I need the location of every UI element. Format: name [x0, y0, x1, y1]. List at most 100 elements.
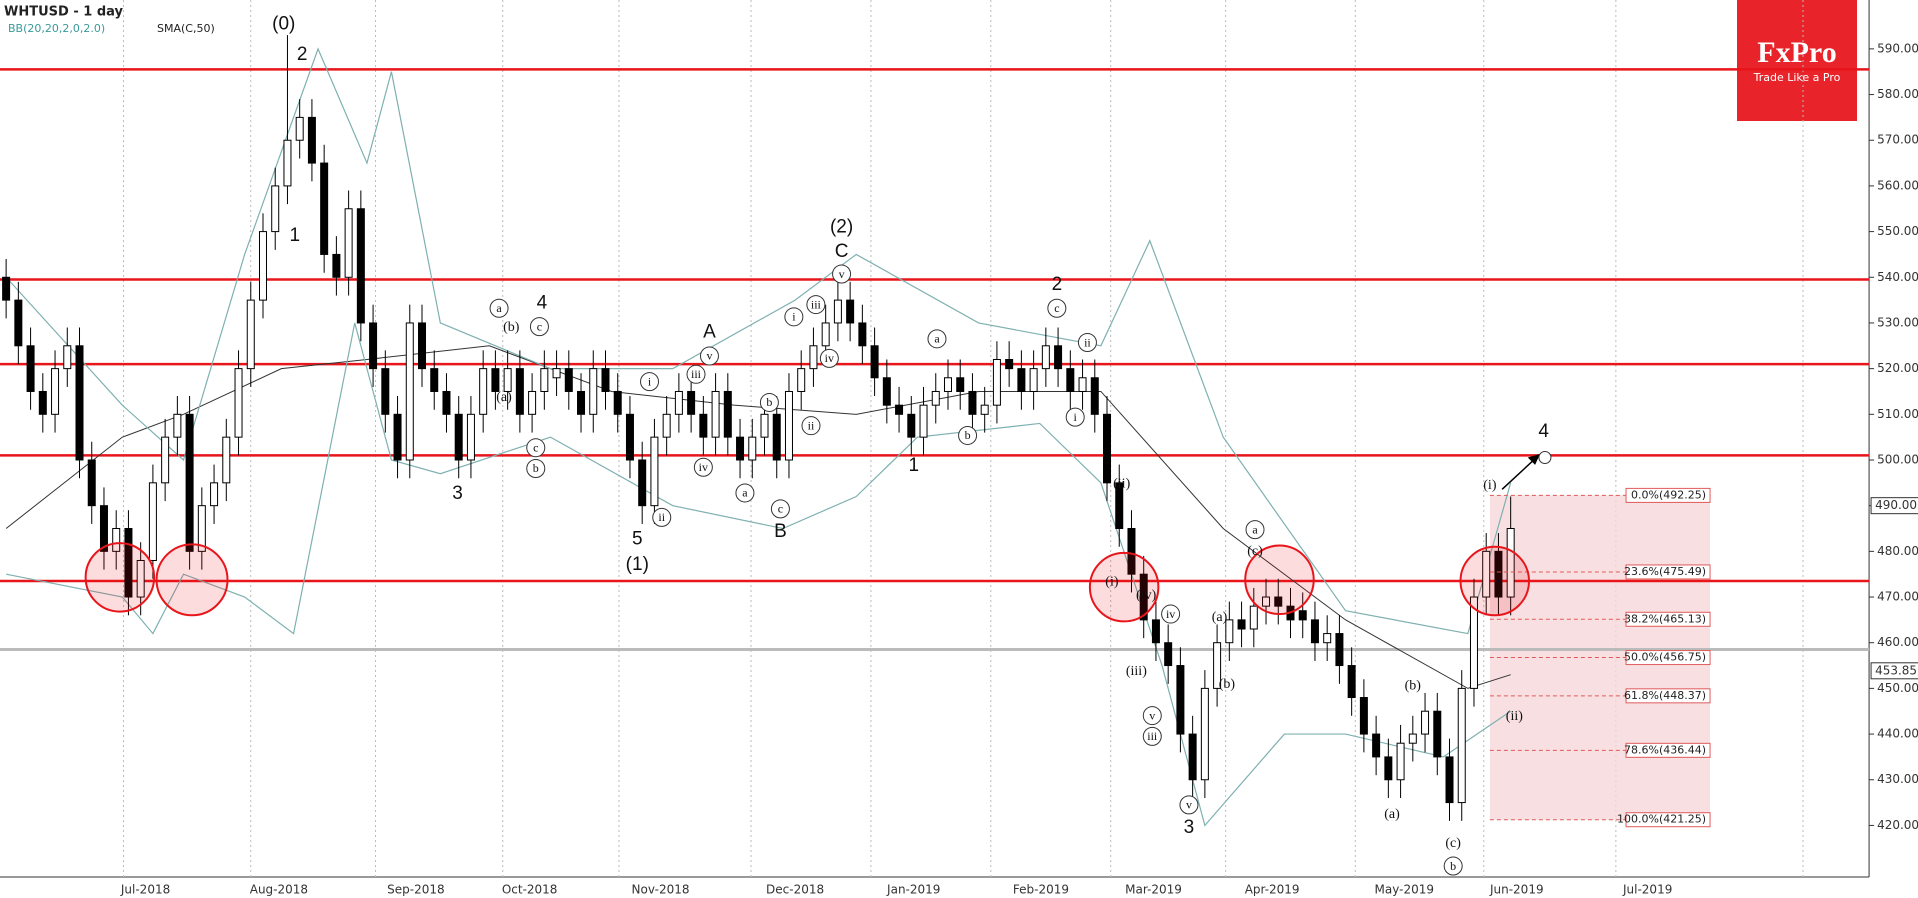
candle-body [1066, 368, 1075, 392]
fib-label-box [1625, 742, 1711, 758]
candle-body [148, 482, 157, 561]
candle-body [1151, 619, 1160, 644]
candle-body [1213, 642, 1222, 689]
wave-circle [529, 317, 549, 337]
wave-label: a [742, 486, 748, 500]
wave-circle [489, 298, 509, 318]
candle-body [687, 390, 696, 415]
candle-body [1335, 633, 1344, 667]
y-tick-label: 500.00 [1877, 452, 1918, 466]
x-tick-label: Jan-2019 [886, 883, 940, 897]
candle-body [528, 390, 537, 415]
candle-body [136, 559, 145, 598]
candle-body [662, 413, 671, 438]
wave-circle [801, 416, 821, 436]
candle-body [210, 482, 219, 507]
wave-label: b [766, 395, 772, 409]
candle-body [1054, 345, 1063, 370]
wave-label: 3 [1184, 817, 1195, 838]
y-tick-label: 570.00 [1877, 133, 1918, 147]
candle-body [332, 253, 341, 278]
candle-body [858, 322, 867, 347]
candle-body [405, 322, 414, 461]
y-tick-label: 550.00 [1877, 224, 1918, 238]
candle-body [919, 404, 928, 438]
y-tick-label: 530.00 [1877, 315, 1918, 329]
wave-label: iii [691, 367, 702, 381]
candle-body [821, 322, 830, 347]
wave-label: v [706, 349, 712, 363]
wave-label: b [1450, 859, 1456, 873]
fib-label-box [1625, 688, 1711, 704]
wave-label: (ii) [1506, 709, 1523, 724]
candle-body [882, 377, 891, 406]
x-tick-label: Jun-2019 [1489, 883, 1544, 897]
wave-label: v [1186, 798, 1192, 812]
x-tick-label: Sep-2018 [387, 883, 445, 897]
candle-body [369, 322, 378, 370]
wave-circle [686, 364, 706, 384]
candle-body [1127, 528, 1136, 575]
wave-label: i [1074, 410, 1078, 424]
wave-label: b [965, 428, 971, 442]
indicator-label: BB(20,20,2,0,2.0) [8, 22, 105, 35]
wave-label: (2) [830, 217, 853, 238]
fib-label: 78.6%(436.44) [1624, 743, 1706, 756]
wave-label: iv [1166, 607, 1175, 621]
candle-body [564, 368, 573, 392]
candle-body [943, 377, 952, 392]
candle-body [197, 505, 206, 552]
wave-circle [526, 438, 546, 458]
wave-circle [699, 346, 719, 366]
wave-label: ii [658, 510, 665, 524]
candle-body [466, 413, 475, 461]
wave-label: iii [1147, 729, 1158, 743]
candle-body [393, 413, 402, 461]
candle-body [2, 276, 11, 301]
wave-label: (a) [1212, 610, 1228, 625]
candle-body [356, 208, 365, 324]
wave-label: (a) [496, 390, 512, 405]
wave-label: c [537, 319, 542, 333]
candle-body [283, 139, 292, 187]
logo-brand: FxPro [1757, 36, 1836, 69]
candle-body [748, 436, 757, 461]
y-tick-label: 420.00 [1877, 818, 1918, 832]
candle-body [931, 390, 940, 406]
candle-body [1494, 550, 1503, 598]
candle-body [846, 299, 855, 324]
candle-body [956, 377, 965, 392]
y-tick-label: 480.00 [1877, 544, 1918, 558]
wave-circle [735, 483, 755, 503]
wave-circle [819, 348, 839, 368]
x-tick-label: Dec-2018 [766, 883, 824, 897]
wave-label: b [533, 461, 539, 475]
wave-label: v [1149, 708, 1155, 722]
price-label: 453.85 [1875, 663, 1917, 677]
fib-label: 23.6%(475.49) [1624, 565, 1706, 578]
wave-label: 2 [297, 44, 308, 65]
price-label-box [1870, 497, 1918, 515]
candle-body [540, 368, 549, 392]
wave-circle [1065, 407, 1085, 427]
x-tick-label: Jul-2018 [120, 883, 170, 897]
candle-body [185, 413, 194, 552]
candle-body [699, 413, 708, 438]
wave-label: a [496, 301, 502, 315]
candle-body [772, 413, 781, 461]
wave-circle [693, 457, 713, 477]
wave-circle [1179, 795, 1199, 815]
wave-label: (0) [272, 13, 295, 34]
logo-tagline: Trade Like a Pro [1753, 71, 1841, 84]
candle-body [552, 368, 561, 379]
y-tick-label: 510.00 [1877, 407, 1918, 421]
wave-label: (i) [1483, 478, 1497, 493]
wave-label: (b) [1219, 677, 1236, 692]
x-tick-label: Jul-2019 [1622, 883, 1672, 897]
wave-label: (ii) [1113, 477, 1130, 492]
fib-label-box [1625, 812, 1711, 828]
indicator-line [5, 345, 1511, 689]
wave-label: (1) [626, 554, 649, 575]
wave-label: iv [825, 351, 834, 365]
candle-body [907, 413, 916, 438]
